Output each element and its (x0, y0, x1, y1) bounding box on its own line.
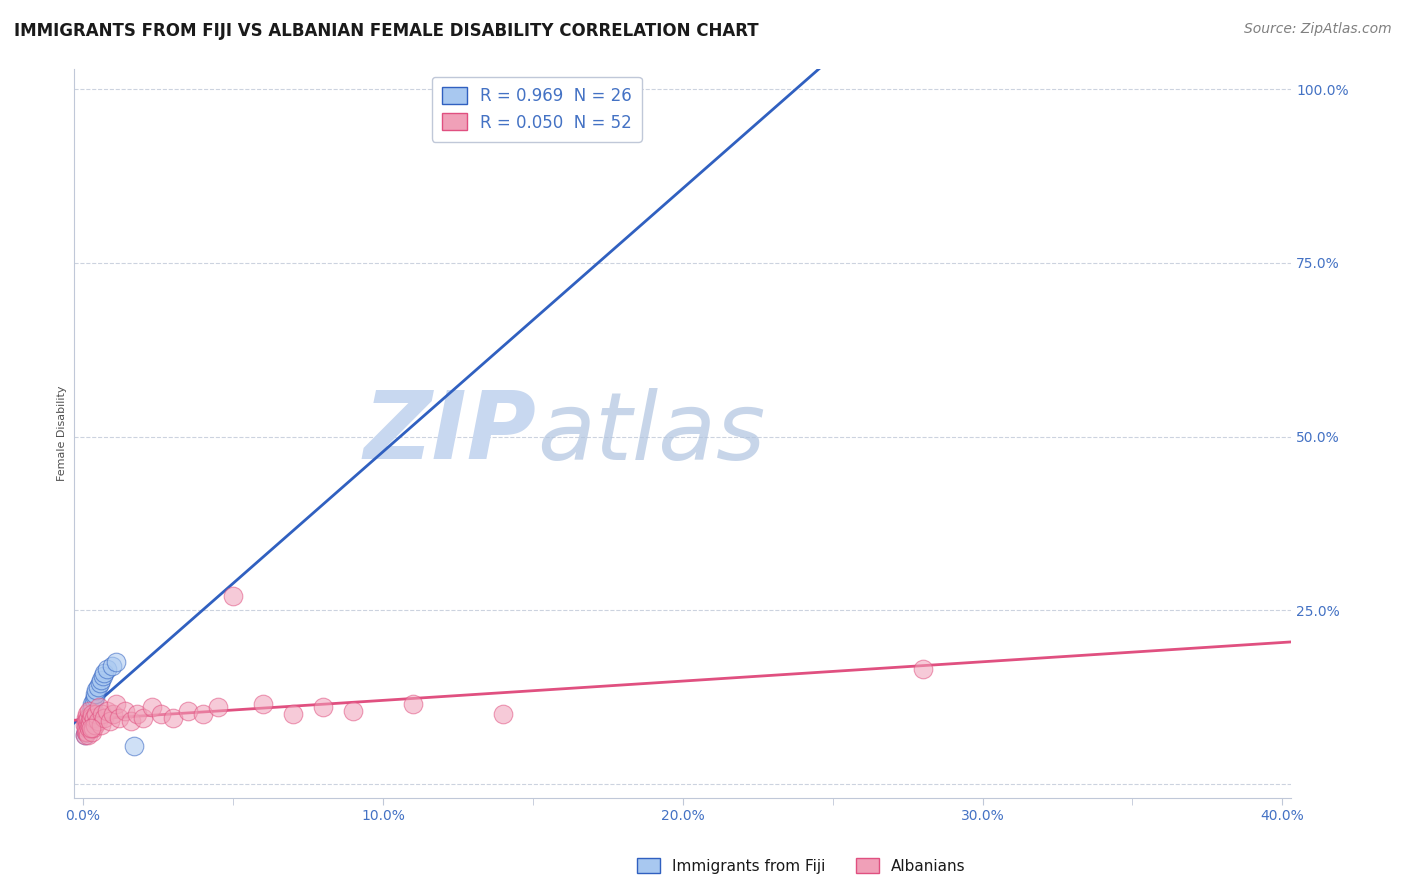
Point (76, 718, 98, 732)
Point (84, 718, 107, 732)
Point (82, 697, 104, 711)
Point (90, 673, 112, 687)
Point (80, 711, 103, 725)
Point (76, 707, 98, 722)
Point (87, 700, 110, 714)
Point (80, 724, 103, 739)
Point (402, 697, 425, 711)
Point (105, 697, 128, 711)
Point (89, 676, 111, 690)
Point (75, 721, 97, 735)
Point (77, 711, 100, 725)
Point (141, 700, 163, 714)
Point (108, 711, 131, 725)
Point (120, 714, 142, 729)
Legend: Immigrants from Fiji, Albanians: Immigrants from Fiji, Albanians (631, 852, 972, 880)
Point (83, 690, 105, 704)
Point (76, 721, 98, 735)
Point (86, 714, 108, 729)
Point (342, 704, 364, 718)
Point (73, 718, 96, 732)
Point (79, 721, 101, 735)
Point (87, 680, 110, 694)
Point (80, 700, 103, 714)
Point (75, 724, 97, 739)
Point (91, 669, 114, 683)
Y-axis label: Female Disability: Female Disability (58, 385, 67, 481)
Point (222, 589, 245, 603)
Point (98, 714, 121, 729)
Point (79, 718, 101, 732)
Point (281, 707, 304, 722)
Point (79, 704, 101, 718)
Point (75, 728, 97, 742)
Point (207, 700, 229, 714)
Point (77, 714, 100, 729)
Point (91, 707, 114, 722)
Point (82, 721, 104, 735)
Point (77, 728, 100, 742)
Point (132, 711, 155, 725)
Text: ZIP: ZIP (364, 387, 537, 479)
Point (75, 711, 97, 725)
Point (96, 704, 118, 718)
Point (911, 662, 934, 676)
Point (76, 718, 98, 732)
Point (100, 658, 122, 673)
Point (77, 721, 100, 735)
Text: Source: ZipAtlas.com: Source: ZipAtlas.com (1244, 22, 1392, 37)
Text: IMMIGRANTS FROM FIJI VS ALBANIAN FEMALE DISABILITY CORRELATION CHART: IMMIGRANTS FROM FIJI VS ALBANIAN FEMALE … (14, 22, 759, 40)
Point (122, 739, 145, 753)
Point (82, 707, 104, 722)
Point (177, 704, 200, 718)
Point (83, 711, 105, 725)
Point (93, 711, 115, 725)
Point (79, 707, 101, 722)
Point (125, 707, 148, 722)
Point (312, 700, 335, 714)
Point (93, 665, 115, 680)
Point (75, 724, 97, 739)
Point (252, 697, 274, 711)
Point (84, 686, 107, 700)
Point (76, 714, 98, 729)
Point (492, 707, 515, 722)
Point (77, 711, 100, 725)
Text: atlas: atlas (537, 388, 765, 479)
Point (101, 707, 124, 722)
Point (191, 707, 214, 722)
Point (79, 714, 101, 729)
Point (84, 683, 107, 698)
Point (83, 693, 105, 707)
Point (75, 724, 97, 739)
Point (76, 718, 98, 732)
Point (75, 714, 97, 729)
Point (75, 728, 97, 742)
Point (77, 711, 100, 725)
Point (114, 704, 136, 718)
Point (162, 711, 184, 725)
Point (89, 718, 111, 732)
Point (96, 662, 118, 676)
Legend: R = 0.969  N = 26, R = 0.050  N = 52: R = 0.969 N = 26, R = 0.050 N = 52 (432, 77, 641, 142)
Point (76, 724, 98, 739)
Point (84, 707, 107, 722)
Point (150, 707, 173, 722)
Point (77, 704, 100, 718)
Point (105, 655, 128, 669)
